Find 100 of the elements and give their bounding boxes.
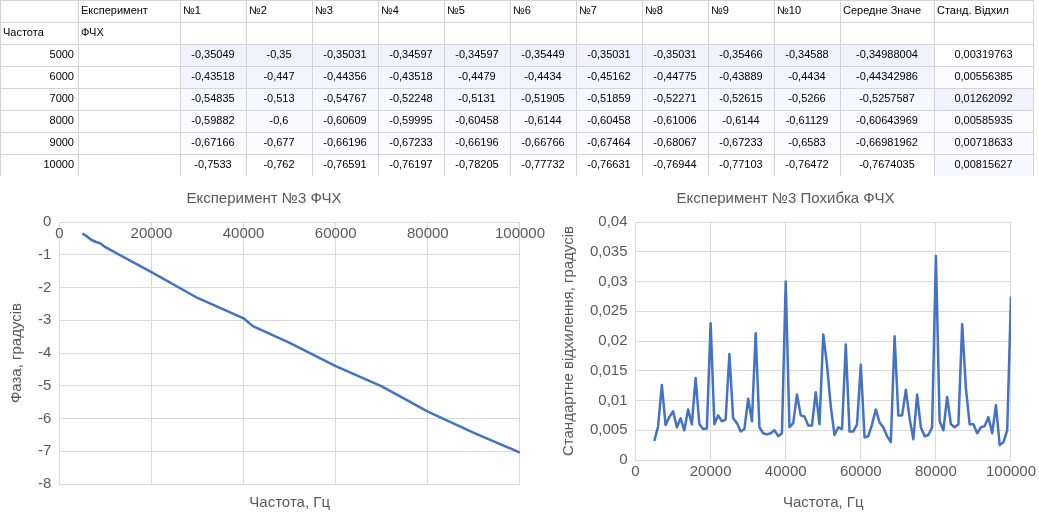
data-label: -0,7674035 [859, 158, 915, 171]
data-label: -0,76591 [323, 158, 367, 171]
y-tick-label: 0 [619, 450, 628, 468]
y-tick-label: -2 [37, 277, 52, 295]
data-label: -0,5257587 [859, 92, 915, 105]
data-label: -0,66981962 [856, 136, 918, 149]
y-tick-label: -4 [37, 343, 52, 361]
data-label: -0,34588 [785, 48, 829, 61]
text: ФЧХ [81, 26, 105, 39]
data-label: -0,43518 [191, 70, 235, 83]
data-label: -0,77732 [521, 158, 565, 171]
data-label: 0,00815627 [954, 158, 1013, 171]
data-label: -0,6583 [788, 136, 826, 149]
y-tick-label: 0,01 [598, 390, 628, 408]
y-tick-label: 10000 [43, 158, 74, 171]
data-label: -0,34597 [455, 48, 499, 61]
y-tick-label: -6 [37, 408, 52, 426]
data-label: -0,51859 [587, 92, 631, 105]
y-tick-label: 0,005 [589, 420, 628, 438]
y-tick-label: 0,015 [589, 360, 628, 378]
y-tick-label: -7 [37, 441, 52, 459]
data-label: -0,43889 [719, 70, 763, 83]
x-tick-label: 60000 [314, 224, 357, 242]
data-label: -0,34597 [389, 48, 433, 61]
x-tick-label: 40000 [222, 224, 265, 242]
data-label: -0,59882 [191, 114, 235, 127]
y-tick-label: 0,04 [598, 212, 628, 230]
chart-title: Експеримент №3 ФЧХ [186, 189, 342, 207]
y-tick-label: 0 [42, 212, 52, 230]
data-label: -0,52248 [389, 92, 433, 105]
data-label: -0,44775 [653, 70, 697, 83]
data-label: 0,01262092 [954, 92, 1013, 105]
data-label: -0,35049 [191, 48, 235, 61]
data-label: -0,7533 [194, 158, 232, 171]
data-label: -0,67233 [389, 136, 433, 149]
y-tick-label: 0,02 [598, 331, 628, 349]
x-tick-label: Середне Значе [843, 4, 922, 17]
data-label: 0,00319763 [954, 48, 1013, 61]
data-label: 0,00556385 [954, 70, 1013, 83]
data-label: -0,5266 [788, 92, 826, 105]
data-label: -0,52615 [719, 92, 763, 105]
y-tick-label: -3 [37, 310, 52, 328]
data-label: -0,61006 [653, 114, 697, 127]
y-tick-label: 8000 [49, 114, 74, 127]
chart-title: Експеримент №3 Похибка ФЧХ [676, 189, 895, 207]
y-tick-label: 9000 [49, 136, 74, 149]
y-axis-title: Стандартне відхилення, градусів [559, 225, 577, 457]
data-label: -0,54835 [191, 92, 235, 105]
data-label: -0,59995 [389, 114, 433, 127]
x-tick-label: №4 [381, 4, 399, 17]
data-label: -0,76197 [389, 158, 433, 171]
data-label: -0,35449 [521, 48, 565, 61]
data-label: -0,513 [263, 92, 295, 105]
data-label: -0,77103 [719, 158, 763, 171]
data-label: -0,35031 [653, 48, 697, 61]
x-tick-label: 20000 [130, 224, 173, 242]
data-label: -0,5131 [458, 92, 496, 105]
data-label: -0,35 [266, 48, 292, 61]
data-label: -0,4434 [524, 70, 562, 83]
data-label: 0,00585935 [954, 114, 1013, 127]
data-label: -0,66196 [323, 136, 367, 149]
data-label: -0,45162 [587, 70, 631, 83]
x-tick-label: Станд. Відхил [937, 4, 1009, 17]
data-label: -0,52271 [653, 92, 697, 105]
x-tick-label: 20000 [689, 462, 732, 480]
data-label: -0,677 [263, 136, 295, 149]
y-tick-label: 5000 [49, 48, 74, 61]
y-tick-label: 0,03 [598, 271, 628, 289]
y-tick-label: 6000 [49, 70, 74, 83]
y-tick-label: -1 [37, 244, 52, 262]
data-label: -0,67166 [191, 136, 235, 149]
data-label: -0,54767 [323, 92, 367, 105]
x-tick-label: №10 [777, 4, 802, 17]
data-label: -0,6144 [524, 114, 562, 127]
y-tick-label: 7000 [49, 92, 74, 105]
data-label: -0,60458 [455, 114, 499, 127]
y-tick-label: 0,025 [589, 301, 628, 319]
y-tick-label: -5 [37, 375, 52, 393]
y-axis-title: Частота [3, 26, 45, 39]
data-label: -0,67464 [587, 136, 631, 149]
x-tick-label: 80000 [406, 224, 449, 242]
data-label: -0,34988004 [856, 48, 918, 61]
data-label: 0,00718633 [954, 136, 1013, 149]
data-label: -0,4479 [458, 70, 496, 83]
data-label: -0,43518 [389, 70, 433, 83]
data-label: -0,6144 [722, 114, 760, 127]
data-label: -0,51905 [521, 92, 565, 105]
data-label: -0,66196 [455, 136, 499, 149]
data-label: -0,35031 [323, 48, 367, 61]
data-label: -0,6 [269, 114, 289, 127]
x-tick-label: №1 [183, 4, 201, 17]
x-tick-label: 60000 [839, 462, 882, 480]
x-tick-label: №7 [579, 4, 597, 17]
x-tick-label: 40000 [764, 462, 807, 480]
y-tick-label: -8 [37, 474, 52, 492]
data-label: -0,76944 [653, 158, 697, 171]
data-label: -0,61129 [785, 114, 829, 127]
data-label: -0,76472 [785, 158, 829, 171]
x-tick-label: №9 [711, 4, 729, 17]
x-tick-label: 80000 [915, 462, 957, 480]
